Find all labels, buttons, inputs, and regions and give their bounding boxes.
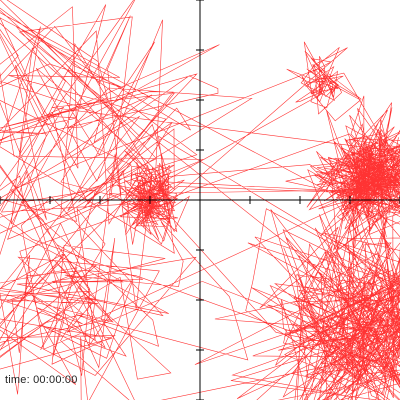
x-axis-ticks bbox=[0, 196, 400, 204]
time-value: 00:00:00 bbox=[33, 374, 78, 386]
time-label: time: bbox=[5, 374, 30, 386]
y-axis-ticks bbox=[196, 0, 204, 400]
time-readout: time: 00:00:00 bbox=[5, 374, 78, 386]
